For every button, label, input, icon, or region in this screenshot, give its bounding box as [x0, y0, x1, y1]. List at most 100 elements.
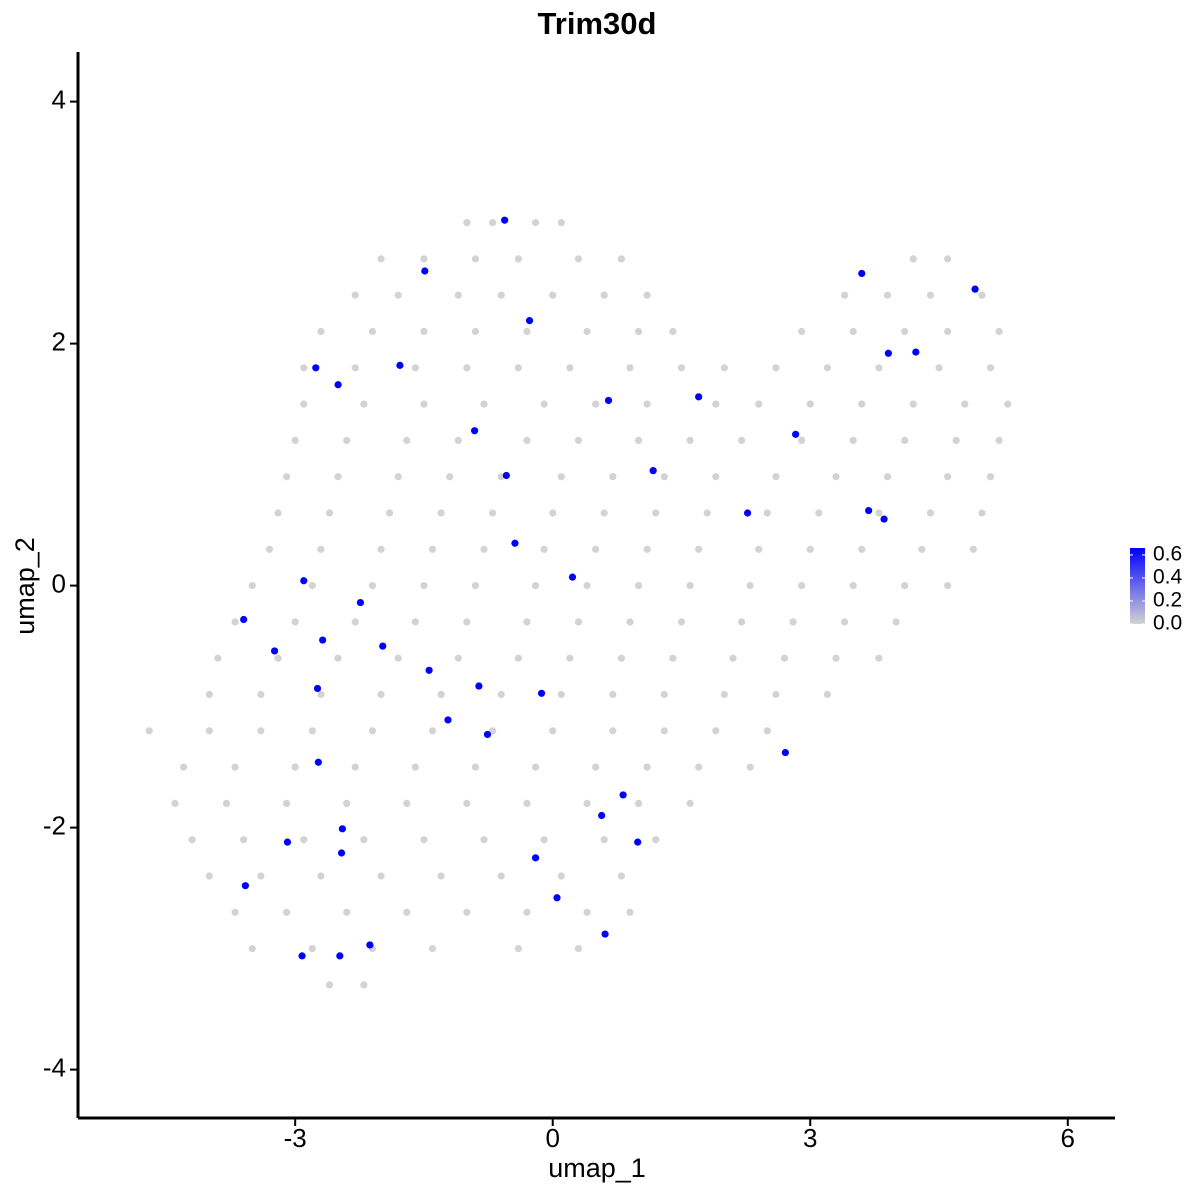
data-point — [566, 364, 574, 372]
data-point — [360, 836, 368, 844]
data-point — [583, 327, 591, 336]
data-point — [334, 654, 342, 662]
data-point — [248, 582, 256, 590]
data-point — [849, 436, 857, 445]
data-point — [901, 582, 909, 590]
data-point — [626, 364, 634, 372]
data-point — [483, 730, 492, 739]
data-point — [525, 317, 534, 325]
data-point — [598, 811, 606, 820]
data-point — [557, 473, 565, 481]
data-point — [823, 690, 832, 699]
data-point — [420, 327, 428, 336]
data-point — [643, 400, 651, 408]
data-point — [619, 791, 627, 799]
data-point — [643, 763, 651, 771]
data-point — [411, 618, 419, 626]
data-point — [454, 436, 462, 445]
data-point — [781, 748, 789, 757]
data-point — [514, 255, 522, 263]
data-point — [463, 908, 471, 916]
data-point — [437, 872, 445, 880]
data-point — [557, 872, 565, 880]
data-point — [772, 473, 780, 481]
data-point — [502, 471, 510, 480]
data-point — [428, 545, 437, 553]
x-axis-label: umap_1 — [548, 1153, 646, 1183]
data-point — [360, 981, 368, 989]
data-point — [652, 509, 660, 517]
data-point — [283, 799, 291, 808]
data-point — [489, 727, 497, 735]
data-point — [366, 941, 374, 949]
data-point — [444, 716, 452, 724]
data-point — [394, 473, 402, 481]
data-point — [325, 509, 334, 517]
data-point — [583, 582, 591, 590]
data-point — [883, 473, 892, 481]
data-point — [368, 327, 377, 336]
data-point — [338, 825, 347, 833]
data-point — [669, 654, 677, 662]
data-point — [241, 882, 249, 890]
data-point — [901, 327, 909, 336]
data-point — [557, 690, 565, 699]
data-point — [480, 545, 488, 553]
y-axis-label: umap_2 — [10, 537, 40, 635]
data-point — [574, 945, 583, 953]
data-point — [926, 291, 935, 299]
data-point — [351, 291, 359, 299]
data-point — [463, 364, 471, 372]
data-point — [880, 515, 888, 523]
data-point — [291, 763, 299, 771]
data-point — [823, 364, 832, 372]
data-point — [446, 473, 454, 481]
data-point — [257, 690, 265, 699]
data-point — [351, 364, 359, 372]
data-point — [568, 573, 577, 581]
data-point — [336, 952, 344, 960]
data-point — [995, 436, 1003, 445]
data-point — [875, 364, 883, 372]
data-point — [652, 836, 660, 844]
data-point — [497, 291, 505, 299]
data-point — [792, 430, 800, 438]
data-point — [298, 952, 306, 960]
data-point — [557, 219, 565, 227]
data-point — [755, 545, 763, 553]
data-point — [609, 473, 617, 481]
data-point — [497, 690, 505, 699]
data-point — [257, 727, 265, 735]
data-point — [420, 255, 428, 263]
data-point — [909, 400, 917, 408]
data-point — [428, 727, 437, 735]
data-point — [205, 727, 213, 735]
data-point — [501, 216, 509, 224]
data-point — [695, 393, 703, 401]
data-point — [574, 618, 583, 626]
data-point — [609, 727, 617, 735]
data-point — [944, 255, 952, 263]
data-point — [592, 763, 600, 771]
data-point — [712, 400, 720, 408]
data-point — [317, 545, 325, 553]
data-point — [145, 727, 153, 735]
data-point — [626, 618, 634, 626]
data-point — [746, 582, 754, 590]
x-tick-label: 6 — [1061, 1123, 1075, 1153]
data-point — [600, 836, 608, 844]
data-point — [944, 327, 952, 336]
data-point — [471, 255, 480, 263]
data-point — [437, 690, 445, 699]
data-point — [772, 364, 780, 372]
data-point — [411, 364, 419, 372]
data-point — [583, 908, 591, 916]
data-point — [944, 473, 952, 481]
data-point — [523, 618, 531, 626]
data-point — [343, 436, 351, 445]
data-point — [334, 473, 342, 481]
data-point — [497, 872, 505, 880]
data-point — [969, 545, 977, 553]
x-tick-label: 3 — [803, 1123, 817, 1153]
data-point — [686, 436, 694, 445]
